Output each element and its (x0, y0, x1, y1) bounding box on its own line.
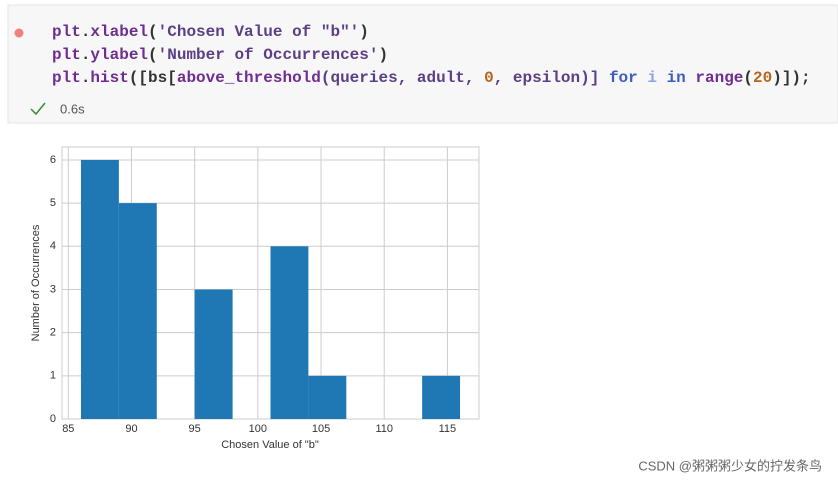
code-token: i (647, 69, 657, 87)
watermark: CSDN @粥粥粥少女的拧发条鸟 (638, 458, 822, 473)
code-token: , epsilon)] (494, 69, 609, 87)
x-tick-label: 110 (375, 423, 393, 435)
code-token: 'Number of Occurrences' (158, 46, 379, 64)
x-axis-label: Chosen Value of "b" (221, 439, 319, 451)
code-token: above_threshold (177, 69, 321, 87)
code-token: ([bs[ (129, 69, 177, 87)
code-token: ) (359, 23, 369, 41)
success-check (30, 102, 46, 116)
code-token: ylabel (90, 46, 148, 64)
code-token: range (695, 69, 743, 87)
code-token: xlabel (90, 23, 148, 41)
code-token: )]); (772, 69, 810, 87)
bar (270, 246, 309, 419)
code-token: . (81, 46, 91, 64)
code-token: plt (52, 23, 81, 41)
code-token (686, 69, 696, 87)
code-cell (7, 4, 838, 124)
x-tick-label: 90 (125, 423, 137, 435)
bar (194, 289, 233, 419)
x-tick-label: 85 (62, 423, 74, 435)
y-tick-label: 3 (50, 283, 56, 295)
code-token: 'Chosen Value of "b"' (158, 23, 360, 41)
duration: 0.6s (60, 101, 85, 116)
x-tick-label: 100 (249, 423, 267, 435)
x-tick-label: 105 (312, 423, 330, 435)
code-token: (queries, adult, (321, 69, 484, 87)
code-line: plt.hist([bs[above_threshold(queries, ad… (52, 69, 811, 87)
code-token (657, 69, 667, 87)
code-line: plt.ylabel('Number of Occurrences') (52, 46, 388, 64)
code-token: in (667, 69, 686, 87)
code-token: ( (743, 69, 753, 87)
y-tick-label: 0 (50, 413, 56, 425)
code-token: plt (52, 46, 81, 64)
code-token: ( (148, 23, 158, 41)
y-tick-label: 6 (50, 154, 56, 166)
code-token: . (81, 23, 91, 41)
bar (118, 203, 157, 419)
code-line: plt.xlabel('Chosen Value of "b"') (52, 23, 369, 41)
code-token: 20 (753, 69, 772, 87)
cell-status-dot (14, 28, 24, 38)
code-token: 0 (484, 69, 494, 87)
y-tick-label: 2 (50, 327, 56, 339)
x-tick-label: 95 (189, 423, 201, 435)
code-token: for (609, 69, 638, 87)
bar (80, 159, 119, 419)
code-token: hist (90, 69, 128, 87)
code-token: plt (52, 69, 81, 87)
y-tick-label: 5 (50, 197, 56, 209)
code-token: ( (148, 46, 158, 64)
y-tick-label: 4 (50, 240, 56, 252)
y-axis-label: Number of Occurrences (30, 224, 42, 341)
code-token: ) (378, 46, 388, 64)
code-token (638, 69, 648, 87)
bar (422, 375, 461, 419)
y-tick-label: 1 (50, 370, 56, 382)
code-token: . (81, 69, 91, 87)
bar (308, 375, 347, 419)
x-tick-label: 115 (439, 423, 457, 435)
